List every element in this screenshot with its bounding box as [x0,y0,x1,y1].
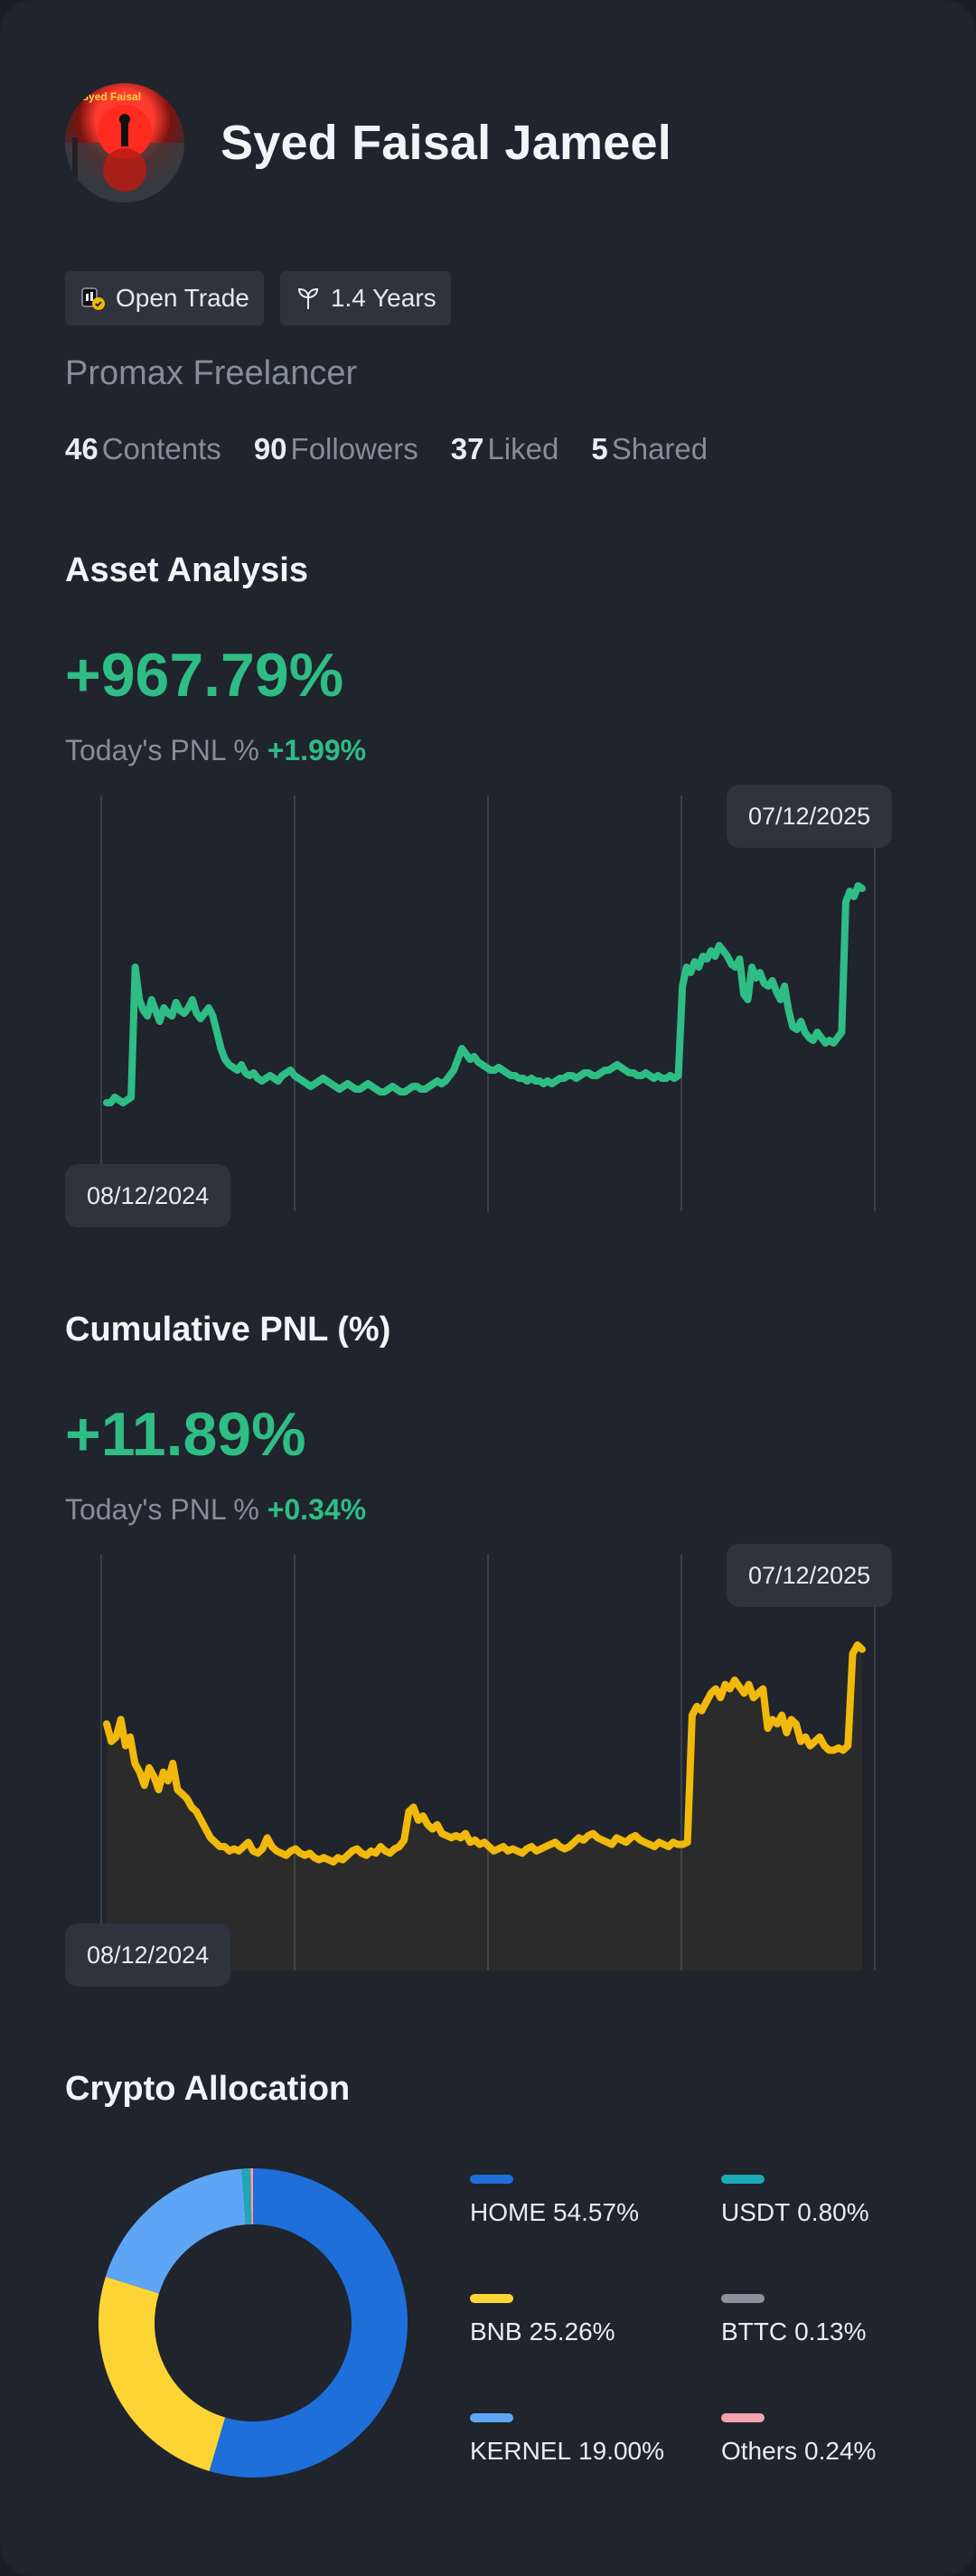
legend-swatch-others [721,2413,765,2422]
cumulative-pnl-value: +11.89% [65,1400,306,1469]
chart-series-line [103,882,866,1106]
stat-shared-label: Shared [611,432,709,465]
asset-analysis-value: +967.79% [65,641,344,710]
legend-pct-others: 0.24% [804,2437,877,2465]
stat-liked[interactable]: 37 Liked [451,432,559,466]
stat-followers[interactable]: 90 Followers [254,432,418,466]
cumulative-pnl-chart-svg [100,1555,876,1970]
legend-swatch-bnb [470,2294,513,2303]
badge-open-trade[interactable]: Open Trade [65,271,264,325]
legend-name-bttc: BTTC [721,2317,788,2346]
legend-item-home[interactable]: HOME 54.57% [470,2175,687,2227]
stat-followers-label: Followers [290,432,418,465]
profile-tagline: Promax Freelancer [65,354,358,392]
legend-swatch-home [470,2175,513,2184]
asset-start-date-tag: 08/12/2024 [65,1164,231,1227]
legend-swatch-usdt [721,2175,765,2184]
cumulative-today-pnl: Today's PNL % +0.34% [65,1493,366,1527]
legend-pct-kernel: 19.00% [578,2437,665,2465]
badge-years[interactable]: 1.4 Years [279,271,451,325]
stat-shared-value: 5 [591,432,608,465]
legend-item-usdt[interactable]: USDT 0.80% [721,2175,938,2227]
badge-open-trade-label: Open Trade [116,284,249,312]
stat-contents[interactable]: 46 Contents [65,432,221,466]
legend-item-bnb[interactable]: BNB 25.26% [470,2294,687,2346]
cumulative-end-date-tag: 07/12/2025 [727,1544,893,1607]
chart-area-fill [107,1645,862,1970]
legend-name-usdt: USDT [721,2198,791,2226]
legend-name-bnb: BNB [470,2317,522,2346]
cumulative-start-date-tag: 08/12/2024 [65,1923,231,1987]
asset-today-label: Today's PNL % [65,734,259,766]
legend-name-kernel: KERNEL [470,2437,572,2465]
asset-today-pnl: Today's PNL % +1.99% [65,734,366,767]
profile-name: Syed Faisal Jameel [221,116,671,170]
allocation-donut-chart[interactable] [92,2162,414,2484]
stat-shared[interactable]: 5 Shared [591,432,708,466]
verified-trader-icon [80,285,107,312]
profile-stats: 46 Contents 90 Followers 37 Liked 5 Shared [65,432,708,466]
legend-item-bttc[interactable]: BTTC 0.13% [721,2294,938,2346]
legend-item-others[interactable]: Others 0.24% [721,2413,938,2466]
asset-analysis-chart[interactable] [65,795,911,1211]
asset-analysis-chart-svg [100,795,876,1211]
stat-liked-label: Liked [487,432,559,465]
legend-name-others: Others [721,2437,798,2465]
donut-slice-bnb[interactable] [99,2276,226,2471]
donut-slice-home[interactable] [209,2168,408,2477]
stat-liked-value: 37 [450,432,484,465]
legend-pct-bnb: 25.26% [529,2317,615,2346]
chart-series-line [103,1641,866,1866]
legend-name-home: HOME [470,2198,546,2226]
avatar[interactable]: Syed Faisal [65,83,184,202]
avatar-figure-icon [65,105,184,202]
legend-pct-usdt: 0.80% [797,2198,869,2226]
stat-followers-value: 90 [253,432,287,465]
crypto-allocation-title: Crypto Allocation [65,2070,351,2108]
legend-pct-bttc: 0.13% [794,2317,867,2346]
legend-swatch-kernel [470,2413,513,2422]
sprout-icon [295,285,322,312]
profile-header: Syed Faisal Syed Faisal Jameel [65,83,671,202]
stat-contents-label: Contents [101,432,221,465]
legend-item-kernel[interactable]: KERNEL 19.00% [470,2413,687,2466]
donut-slice-kernel[interactable] [105,2168,247,2295]
legend-swatch-bttc [721,2294,765,2303]
asset-today-value: +1.99% [267,734,367,766]
avatar-caption: Syed Faisal [81,90,142,103]
crypto-allocation: HOME 54.57% USDT 0.80% BNB 25.26% BTTC 0.13%… [65,2151,911,2513]
cumulative-today-value: +0.34% [267,1493,367,1526]
stat-contents-value: 46 [65,432,99,465]
badge-years-label: 1.4 Years [330,284,436,312]
cumulative-pnl-title: Cumulative PNL (%) [65,1311,391,1349]
cumulative-pnl-chart[interactable] [65,1555,911,1970]
asset-analysis-title: Asset Analysis [65,551,308,589]
asset-end-date-tag: 07/12/2025 [727,785,893,848]
cumulative-today-label: Today's PNL % [65,1493,259,1526]
legend-pct-home: 54.57% [553,2198,639,2226]
badge-row: Open Trade 1.4 Years [65,271,451,325]
